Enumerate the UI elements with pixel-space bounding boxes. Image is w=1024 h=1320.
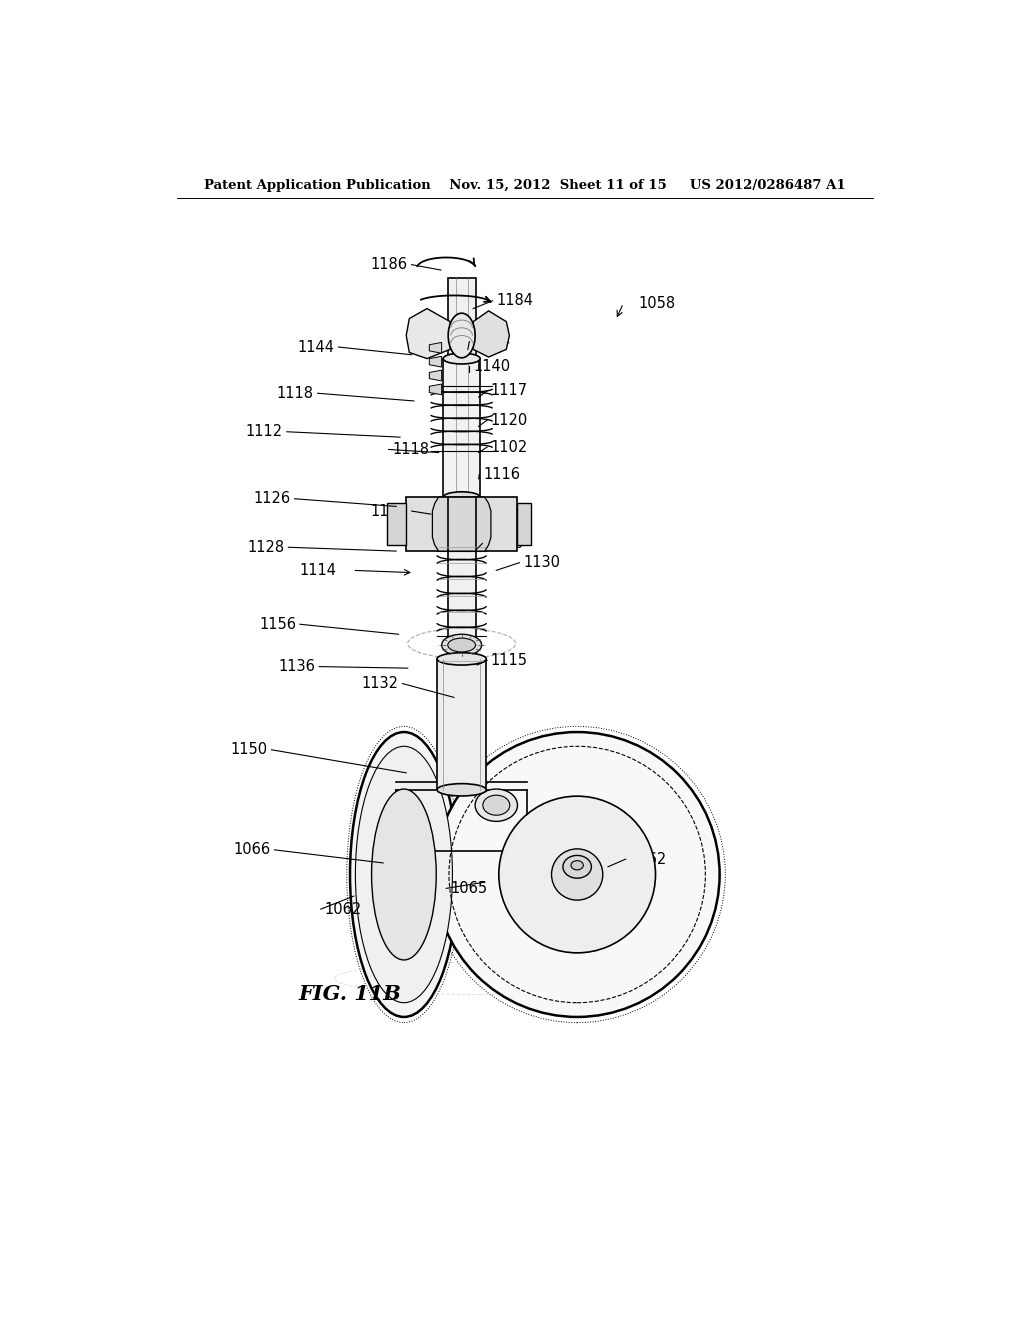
Ellipse shape: [437, 784, 486, 796]
Ellipse shape: [443, 492, 480, 503]
Text: 1114: 1114: [300, 562, 337, 578]
Bar: [443, 359, 480, 498]
Ellipse shape: [437, 653, 486, 665]
Ellipse shape: [499, 796, 655, 953]
Ellipse shape: [563, 855, 592, 878]
Bar: [437, 659, 486, 789]
Text: 1058: 1058: [639, 296, 676, 310]
Text: 1117: 1117: [490, 383, 528, 399]
Text: 1128: 1128: [248, 540, 285, 554]
Polygon shape: [429, 356, 441, 367]
Ellipse shape: [483, 795, 510, 816]
Ellipse shape: [571, 861, 584, 870]
Ellipse shape: [350, 733, 458, 1016]
Text: 1104: 1104: [473, 334, 510, 350]
Text: 1136: 1136: [279, 659, 315, 675]
Polygon shape: [429, 370, 441, 381]
Ellipse shape: [475, 789, 517, 821]
Ellipse shape: [443, 354, 480, 364]
Text: 1144: 1144: [298, 339, 335, 355]
Text: 1116: 1116: [483, 466, 520, 482]
Ellipse shape: [435, 733, 720, 1016]
Text: 1106: 1106: [486, 536, 523, 550]
Text: 1132: 1132: [361, 676, 398, 692]
Ellipse shape: [447, 638, 475, 652]
Ellipse shape: [355, 746, 453, 1003]
Text: 1118: 1118: [276, 385, 313, 401]
Text: 1066: 1066: [233, 842, 270, 858]
Bar: [447, 277, 475, 789]
Text: 1118: 1118: [392, 442, 429, 457]
Text: 1062: 1062: [630, 851, 667, 867]
Text: 1156: 1156: [259, 616, 296, 632]
Text: 1184: 1184: [497, 293, 534, 309]
FancyBboxPatch shape: [407, 498, 517, 552]
Text: 1120: 1120: [490, 413, 528, 428]
Text: 1115: 1115: [490, 653, 528, 668]
Text: Patent Application Publication    Nov. 15, 2012  Sheet 11 of 15     US 2012/0286: Patent Application Publication Nov. 15, …: [204, 178, 846, 191]
Ellipse shape: [372, 789, 436, 960]
Text: 1186: 1186: [371, 257, 408, 272]
Polygon shape: [429, 342, 441, 354]
Polygon shape: [407, 309, 451, 359]
Text: 1065: 1065: [451, 880, 487, 896]
Polygon shape: [432, 498, 490, 552]
Text: FIG. 11B: FIG. 11B: [299, 983, 401, 1003]
Text: 1126: 1126: [254, 491, 291, 507]
Ellipse shape: [552, 849, 603, 900]
Polygon shape: [429, 384, 441, 395]
Text: 1134: 1134: [371, 503, 408, 519]
Text: 1150: 1150: [230, 742, 267, 758]
FancyBboxPatch shape: [387, 503, 407, 545]
Ellipse shape: [441, 635, 481, 656]
Text: 1062: 1062: [325, 902, 361, 916]
Polygon shape: [473, 312, 509, 358]
Text: 1112: 1112: [246, 424, 283, 440]
FancyBboxPatch shape: [517, 503, 531, 545]
Text: 1102: 1102: [490, 440, 528, 454]
Text: 1130: 1130: [523, 556, 560, 570]
Ellipse shape: [449, 313, 475, 358]
Text: 1140: 1140: [473, 359, 510, 374]
